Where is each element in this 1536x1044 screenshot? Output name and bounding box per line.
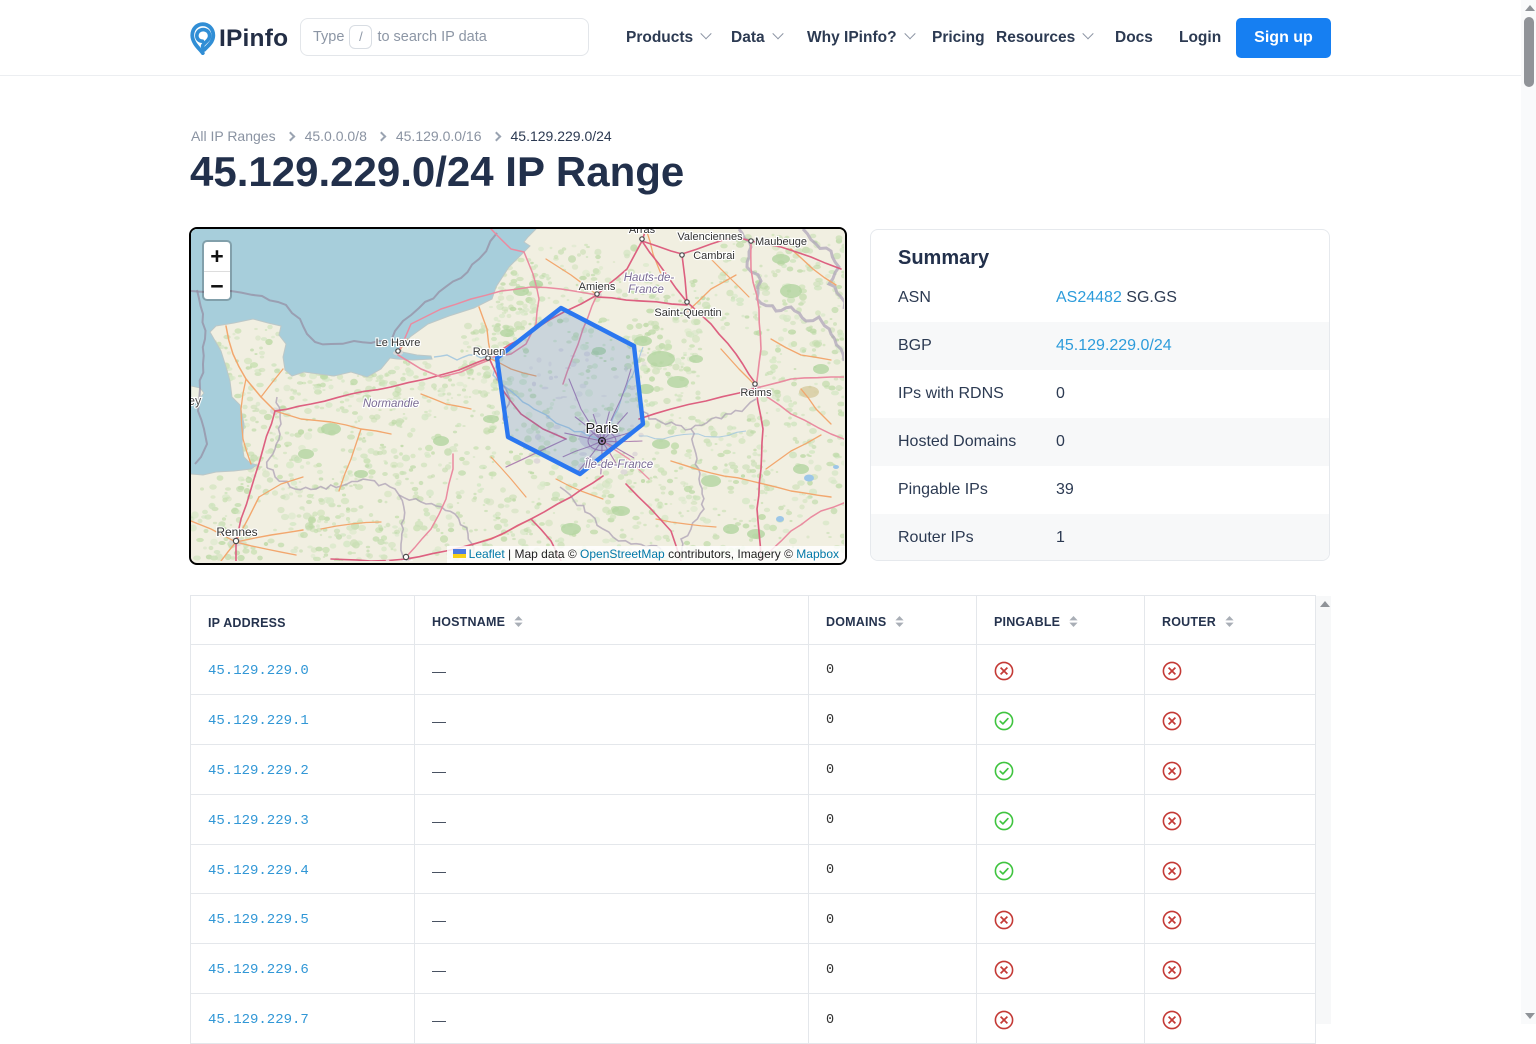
- svg-text:Cambrai: Cambrai: [693, 250, 735, 262]
- svg-text:Valenciennes: Valenciennes: [677, 231, 743, 243]
- svg-text:ey: ey: [191, 394, 202, 408]
- svg-text:Le Havre: Le Havre: [376, 337, 421, 349]
- svg-text:Reims: Reims: [740, 387, 772, 399]
- svg-text:Rouen: Rouen: [473, 346, 505, 358]
- svg-text:Île-de-France: Île-de-France: [585, 458, 653, 471]
- svg-text:Paris: Paris: [585, 421, 618, 437]
- svg-text:Hauts-de-: Hauts-de-: [624, 272, 675, 284]
- svg-text:Rennes: Rennes: [216, 525, 257, 539]
- svg-text:Normandie: Normandie: [363, 398, 419, 410]
- svg-text:France: France: [628, 284, 664, 296]
- svg-text:Maubeuge: Maubeuge: [755, 236, 807, 248]
- svg-text:Le Mans: Le Mans: [386, 559, 432, 561]
- svg-text:Arras: Arras: [629, 229, 656, 236]
- svg-text:Amiens: Amiens: [579, 281, 616, 293]
- svg-text:Saint-Quentin: Saint-Quentin: [654, 307, 721, 319]
